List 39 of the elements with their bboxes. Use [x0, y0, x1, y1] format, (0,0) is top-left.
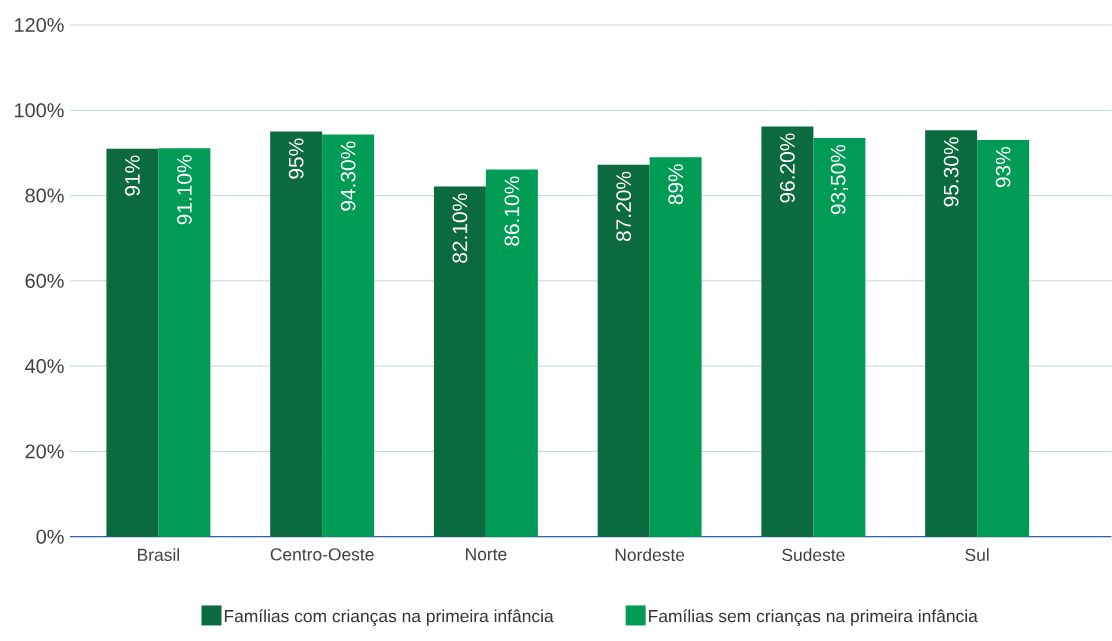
data-label: 87.20%: [616, 171, 632, 242]
bar: [649, 157, 702, 537]
legend-label: Famílias sem crianças na primeira infância: [649, 609, 978, 626]
x-tick-label: Sul: [965, 548, 989, 562]
y-tick-label: 20%: [25, 444, 64, 459]
bar: [485, 169, 538, 537]
y-tick-label: 0%: [36, 529, 64, 544]
bar: [270, 131, 323, 537]
data-label: 91.10%: [176, 155, 192, 225]
legend-label: Famílias com crianças na primeira infância: [224, 609, 554, 626]
data-label: 93%: [995, 147, 1011, 188]
data-label: 89%: [668, 164, 684, 205]
y-tick-label: 40%: [25, 359, 64, 374]
bar: [433, 186, 486, 537]
data-label: 86.10%: [504, 176, 520, 246]
bar: [761, 126, 814, 537]
x-tick-label: Brasil: [138, 548, 180, 562]
data-label: 94.30%: [340, 141, 356, 211]
x-tick-label: Norte: [466, 548, 507, 561]
bar: [158, 148, 211, 537]
y-tick-label: 80%: [25, 188, 64, 203]
bar: [977, 140, 1030, 537]
bar: [925, 130, 978, 537]
bar: [106, 148, 159, 537]
data-label: 95%: [288, 138, 304, 179]
data-label: 82.10%: [452, 193, 468, 263]
bar: [322, 134, 375, 537]
y-tick-label: 100%: [15, 103, 64, 118]
data-label: 96.20%: [780, 133, 795, 203]
y-tick-label: 60%: [25, 273, 64, 289]
bar: [597, 165, 650, 537]
x-tick-label: Centro-Oeste: [270, 548, 374, 561]
x-tick-label: Nordeste: [615, 548, 685, 562]
data-label: 95.30%: [943, 137, 959, 207]
bar: [813, 138, 866, 537]
x-tick-label: Sudeste: [782, 548, 845, 562]
y-tick-label: 120%: [15, 18, 64, 33]
data-label: 91%: [125, 155, 140, 196]
data-label: 93;50%: [830, 145, 849, 215]
